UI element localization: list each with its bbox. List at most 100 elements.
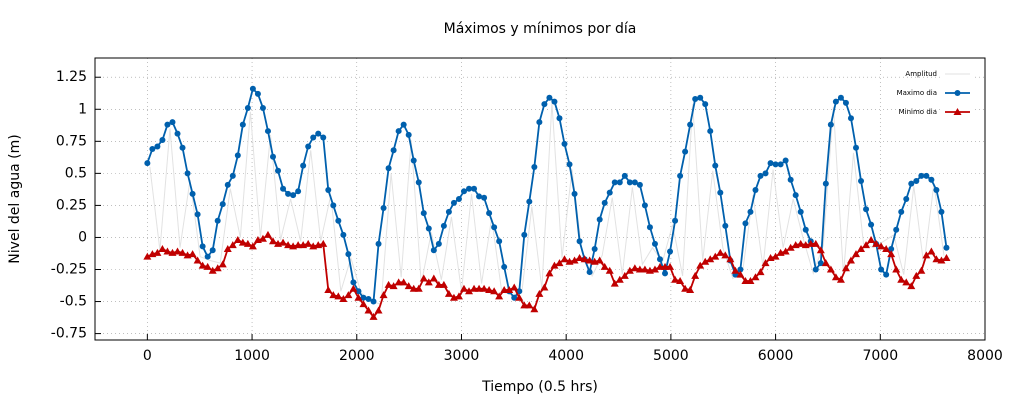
data-point — [752, 187, 759, 194]
data-point — [927, 247, 936, 255]
data-point — [415, 179, 422, 186]
data-point — [390, 147, 397, 154]
data-point — [682, 148, 689, 155]
data-point — [736, 270, 745, 278]
data-point — [717, 189, 724, 196]
data-point — [500, 286, 509, 294]
data-point — [672, 217, 679, 224]
data-point — [369, 312, 378, 320]
data-point — [585, 256, 594, 264]
data-point — [476, 193, 483, 200]
data-point — [249, 85, 256, 92]
data-point — [304, 239, 313, 247]
data-point — [737, 266, 744, 273]
data-point — [712, 162, 719, 169]
data-point — [806, 239, 815, 247]
data-point — [229, 172, 236, 179]
data-point — [816, 246, 825, 254]
data-point — [635, 265, 644, 273]
data-point — [223, 244, 232, 252]
data-point — [233, 236, 242, 244]
data-point — [777, 161, 784, 168]
data-point — [365, 295, 372, 302]
data-point — [144, 160, 151, 167]
data-point — [883, 271, 890, 278]
data-point — [812, 266, 819, 273]
x-tick-label: 8000 — [967, 348, 1003, 364]
data-point — [841, 264, 850, 272]
data-point — [269, 237, 277, 245]
data-point — [555, 259, 564, 267]
data-point — [862, 241, 871, 249]
data-point — [153, 248, 162, 256]
data-point — [878, 266, 885, 273]
data-point — [853, 144, 860, 151]
data-point — [465, 287, 474, 295]
y-tick-label: -0.75 — [51, 326, 87, 342]
data-point — [787, 176, 794, 183]
data-point — [485, 286, 494, 294]
legend-label: Amplitud — [905, 70, 937, 78]
data-point — [756, 268, 765, 276]
data-point — [174, 130, 181, 137]
data-point — [817, 260, 824, 267]
data-point — [676, 277, 685, 285]
data-point — [535, 289, 544, 297]
data-point — [640, 265, 649, 273]
data-point — [320, 134, 327, 141]
data-point — [667, 248, 674, 255]
data-point — [877, 242, 886, 250]
data-point — [932, 255, 941, 263]
data-point — [264, 128, 271, 135]
data-point — [566, 161, 573, 168]
data-point — [340, 231, 347, 238]
data-point — [505, 286, 514, 294]
data-point — [942, 253, 951, 261]
data-point — [154, 143, 161, 150]
data-point — [454, 292, 463, 300]
data-point — [888, 245, 895, 252]
data-point — [868, 221, 875, 228]
data-point — [767, 160, 774, 167]
data-point — [409, 284, 418, 292]
data-point — [762, 170, 769, 177]
series-line — [146, 86, 948, 303]
data-point — [892, 265, 901, 273]
data-point — [782, 157, 789, 164]
data-point — [254, 90, 261, 97]
data-point — [561, 140, 568, 147]
data-point — [198, 261, 207, 269]
data-point — [239, 121, 246, 128]
data-point — [305, 143, 312, 150]
x-tick-label: 0 — [143, 348, 152, 364]
data-point — [556, 115, 563, 122]
data-point — [475, 284, 484, 292]
data-point — [189, 190, 196, 197]
data-point — [530, 305, 539, 313]
data-point — [837, 94, 844, 101]
data-point — [722, 222, 729, 229]
data-point — [786, 243, 795, 251]
plot-frame — [94, 57, 986, 341]
data-point — [199, 243, 206, 250]
data-point — [852, 250, 861, 258]
data-point — [882, 244, 891, 252]
data-point — [797, 208, 804, 215]
data-point — [863, 206, 870, 213]
data-point — [394, 278, 403, 286]
data-point — [310, 134, 317, 141]
data-point — [429, 274, 438, 282]
data-point — [707, 128, 714, 135]
x-axis-title: Tiempo (0.5 hrs) — [481, 379, 598, 395]
data-point — [380, 204, 387, 211]
y-tick-label: 1 — [78, 101, 87, 117]
legend-marker — [953, 108, 962, 115]
data-point — [515, 293, 524, 301]
data-point — [716, 248, 725, 256]
data-point — [656, 256, 663, 263]
data-point — [410, 157, 417, 164]
data-point — [560, 255, 569, 263]
data-point — [330, 202, 337, 209]
data-point — [802, 226, 809, 233]
data-point — [761, 259, 770, 267]
